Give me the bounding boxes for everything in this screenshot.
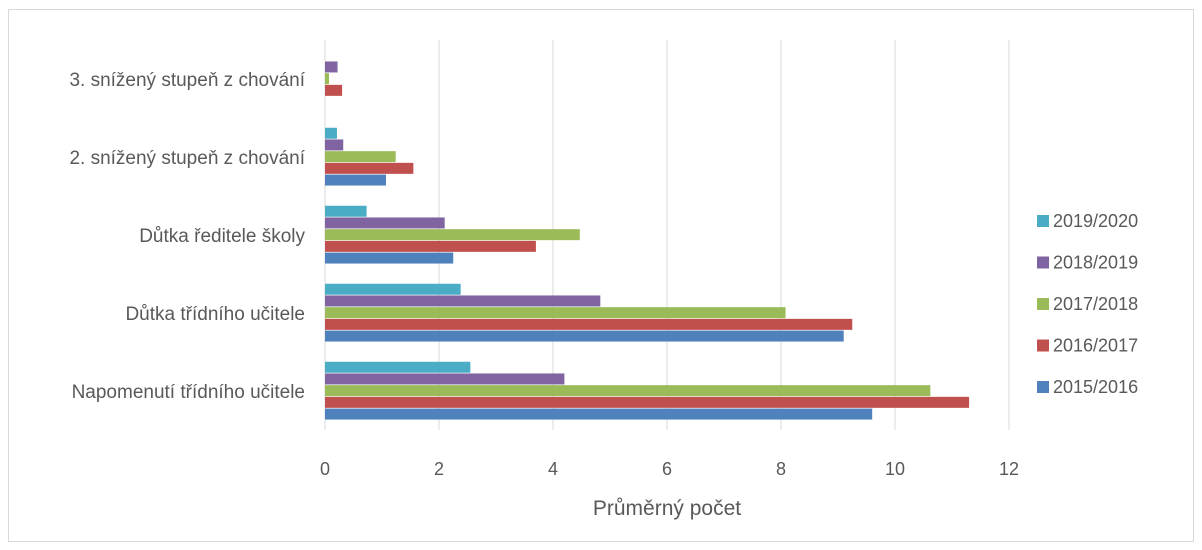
- bar: [325, 84, 343, 96]
- bar: [325, 385, 931, 397]
- legend-label: 2015/2016: [1053, 377, 1138, 397]
- bar: [325, 408, 873, 420]
- x-tick-label: 6: [662, 459, 672, 479]
- legend-swatch: [1037, 215, 1049, 227]
- legend-swatch: [1037, 339, 1049, 352]
- bar: [325, 127, 337, 139]
- bar: [325, 330, 844, 342]
- bar: [325, 151, 396, 163]
- legend-label: 2018/2019: [1053, 253, 1138, 273]
- bar: [325, 174, 386, 186]
- x-tick-label: 10: [885, 459, 905, 479]
- category-label: 2. snížený stupeň z chování: [69, 148, 305, 169]
- bar: [325, 252, 454, 264]
- bar: [325, 139, 344, 151]
- bar: [325, 229, 580, 241]
- legend-swatch: [1037, 256, 1049, 269]
- bar: [325, 283, 461, 295]
- bar: [325, 61, 338, 73]
- chart-frame: [8, 9, 1194, 542]
- bars: [325, 61, 970, 420]
- bar: [325, 373, 565, 385]
- category-labels: Napomenutí třídního učitele Důtka třídníh…: [69, 70, 305, 403]
- legend-swatch: [1037, 381, 1049, 393]
- x-tick-label: 12: [999, 459, 1019, 479]
- legend-label: 2016/2017: [1053, 336, 1138, 356]
- category-label: Důtka třídního učitele: [125, 304, 305, 325]
- legend-label: 2019/2020: [1053, 211, 1138, 231]
- legend-label: 2017/2018: [1053, 294, 1138, 314]
- legend-swatch: [1037, 298, 1049, 310]
- x-tick-label: 2: [434, 459, 444, 479]
- bar: [325, 73, 329, 85]
- bar: [325, 240, 536, 252]
- bar: [325, 318, 853, 330]
- x-tick-label: 0: [320, 459, 330, 479]
- category-label: Důtka ředitele školy: [139, 226, 305, 247]
- bar: [325, 396, 970, 408]
- bar: [325, 295, 601, 307]
- legend: 2019/2020 2018/2019 2017/2018 2016/2017 2015…: [1037, 211, 1138, 397]
- x-tick-label: 4: [548, 459, 558, 479]
- bar: [325, 217, 445, 229]
- category-label: Napomenutí třídního učitele: [72, 382, 305, 403]
- x-tick-labels: 0 2 4 6 8 10 12: [320, 459, 1019, 479]
- x-axis-title: Průměrný počet: [593, 497, 741, 520]
- bar: [325, 361, 471, 373]
- bar: [325, 307, 786, 319]
- bar: [325, 205, 367, 217]
- x-tick-label: 8: [776, 459, 786, 479]
- bar: [325, 162, 414, 174]
- category-label: 3. snížený stupeň z chování: [69, 70, 305, 91]
